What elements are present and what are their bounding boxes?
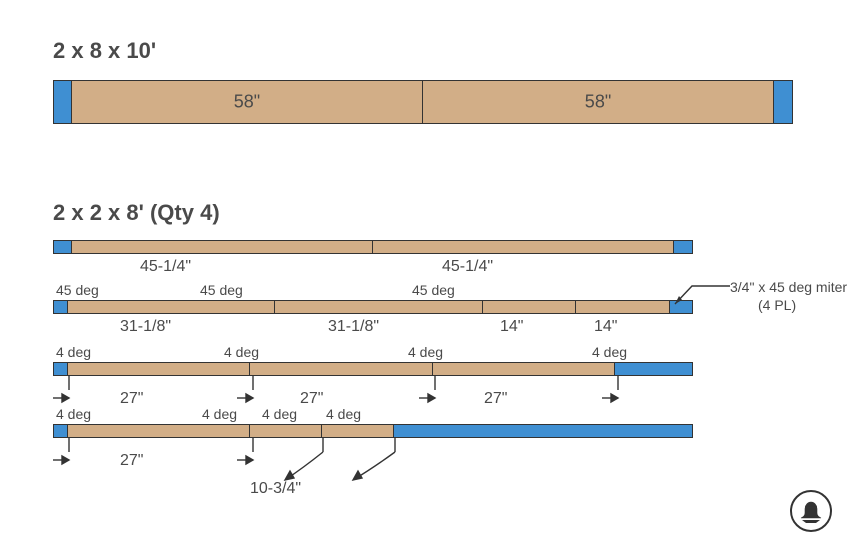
builder-icon (796, 496, 826, 526)
b2b-waste-l (54, 301, 68, 313)
board1: 58" 58" (53, 80, 793, 124)
b2c-waste-l (54, 363, 68, 375)
b2d-deg2: 4 deg (202, 406, 237, 422)
b2c-deg2: 4 deg (224, 344, 259, 360)
b2d-seg2 (250, 425, 322, 437)
board1-seg-waste-left (54, 81, 72, 123)
board-2c (53, 362, 693, 376)
b2b-deg2: 45 deg (200, 282, 243, 298)
b2c-deg4: 4 deg (592, 344, 627, 360)
b2b-dim4: 14" (594, 318, 617, 336)
miter-note-line1: 3/4" x 45 deg miter (730, 279, 847, 295)
board1-title: 2 x 8 x 10' (53, 38, 156, 64)
b2d-waste-l (54, 425, 68, 437)
board1-dim-1: 58" (234, 92, 260, 113)
brand-logo (790, 490, 832, 532)
b2d-deg4: 4 deg (326, 406, 361, 422)
b2a-dim2: 45-1/4" (442, 258, 493, 276)
b2a-waste-r (674, 241, 692, 253)
board1-seg-2: 58" (423, 81, 774, 123)
b2c-deg1: 4 deg (56, 344, 91, 360)
b2c-dim2: 27" (300, 390, 323, 408)
b2a-seg2 (373, 241, 674, 253)
b2a-dim1: 45-1/4" (140, 258, 191, 276)
b2d-deg3: 4 deg (262, 406, 297, 422)
b2c-seg1 (68, 363, 250, 375)
b2b-seg4 (576, 301, 670, 313)
b2b-waste-r (670, 301, 692, 313)
b2b-dim2: 31-1/8" (328, 318, 379, 336)
b2a-waste-l (54, 241, 72, 253)
b2d-deg1: 4 deg (56, 406, 91, 422)
board-2d (53, 424, 693, 438)
b2b-seg3 (483, 301, 577, 313)
b2c-dim3: 27" (484, 390, 507, 408)
b2a-seg1 (72, 241, 373, 253)
board1-seg-waste-right (774, 81, 792, 123)
b2c-seg3 (433, 363, 615, 375)
b2c-seg2 (250, 363, 432, 375)
b2d-seg3 (322, 425, 394, 437)
miter-note-line2: (4 PL) (758, 297, 796, 313)
b2b-deg3: 45 deg (412, 282, 455, 298)
board1-seg-1: 58" (72, 81, 423, 123)
group2-title: 2 x 2 x 8' (Qty 4) (53, 200, 220, 226)
board-2b (53, 300, 693, 314)
b2c-arrows (53, 376, 693, 404)
board1-dim-2: 58" (585, 92, 611, 113)
b2d-arrows (53, 438, 693, 490)
b2b-seg2 (275, 301, 482, 313)
b2d-waste-r (394, 425, 692, 437)
b2b-dim3: 14" (500, 318, 523, 336)
b2c-deg3: 4 deg (408, 344, 443, 360)
board-2a (53, 240, 693, 254)
b2d-seg1 (68, 425, 250, 437)
b2d-dim2: 10-3/4" (250, 480, 301, 498)
b2b-dim1: 31-1/8" (120, 318, 171, 336)
b2c-waste-r (615, 363, 692, 375)
b2c-dim1: 27" (120, 390, 143, 408)
b2d-dim1: 27" (120, 452, 143, 470)
miter-note: 3/4" x 45 deg miter (4 PL) (730, 278, 847, 314)
b2b-seg1 (68, 301, 275, 313)
b2b-deg1: 45 deg (56, 282, 99, 298)
